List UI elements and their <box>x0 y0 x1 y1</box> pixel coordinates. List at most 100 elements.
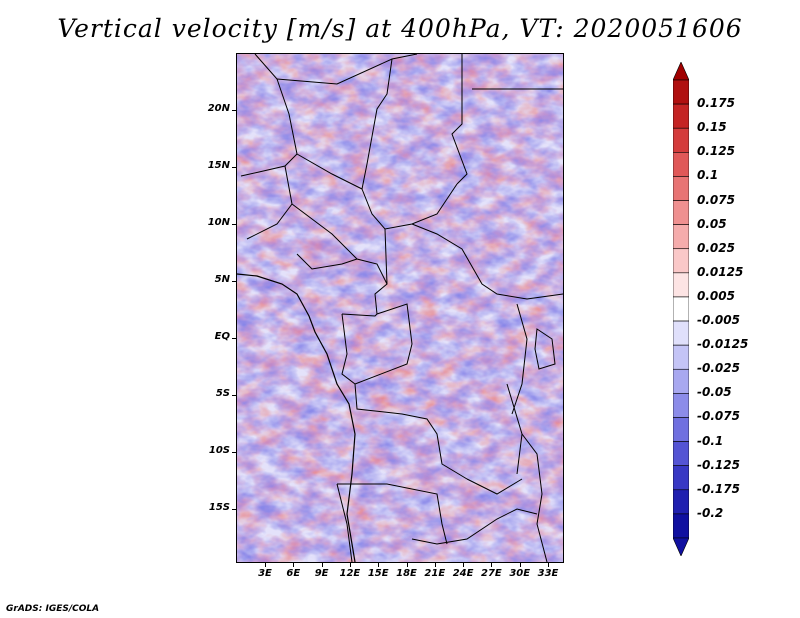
lat-tick-mark <box>232 281 237 282</box>
colorbar-label: -0.025 <box>697 361 740 376</box>
field-shading <box>237 54 563 562</box>
border-segment <box>466 478 523 495</box>
colorbar-swatch <box>673 465 689 491</box>
colorbar-label: -0.005 <box>697 313 740 328</box>
colorbar-label: 0.05 <box>697 216 727 231</box>
lat-tick-mark <box>232 167 237 168</box>
colorbar-label: -0.125 <box>697 457 740 472</box>
colorbar-swatch <box>673 127 689 153</box>
colorbar-swatch <box>673 224 689 250</box>
lon-tick-mark <box>293 562 294 567</box>
border-segment <box>276 54 418 85</box>
border-segment <box>411 508 538 545</box>
lat-tick-label: 10N <box>207 217 230 228</box>
lon-tick-label: 24E <box>452 568 474 579</box>
colorbar-swatch <box>673 393 689 418</box>
colorbar-label: -0.0125 <box>697 337 749 352</box>
colorbar-swatch <box>673 344 689 370</box>
border-segment <box>511 303 528 415</box>
colorbar-label: 0.075 <box>697 192 735 207</box>
map-panel <box>236 53 564 563</box>
colorbar-swatch <box>673 368 689 394</box>
lon-tick-mark <box>491 562 492 567</box>
lon-tick-mark <box>378 562 379 567</box>
colorbar-label: 0.025 <box>697 240 735 255</box>
lat-tick-mark <box>232 110 237 111</box>
lat-tick-label: 15N <box>207 160 230 171</box>
lon-tick-mark <box>407 562 408 567</box>
colorbar-swatch <box>673 489 689 515</box>
lat-tick-label: 5N <box>214 274 230 285</box>
border-segment <box>354 303 413 385</box>
colorbar-swatch <box>673 320 689 346</box>
colorbar-label: 0.0125 <box>697 264 744 279</box>
lat-tick-mark <box>232 224 237 225</box>
lon-tick-label: 9E <box>314 568 329 579</box>
border-segment <box>411 223 563 300</box>
lat-tick-label: 5S <box>215 388 230 399</box>
lat-tick-label: 10S <box>208 445 230 456</box>
lat-tick-mark <box>232 395 237 396</box>
lon-tick-mark <box>463 562 464 567</box>
lake-outline <box>534 328 556 370</box>
colorbar-swatch <box>673 296 689 322</box>
colorbar-swatch <box>673 248 689 274</box>
colorbar-swatch <box>673 513 689 539</box>
colorbar <box>673 62 689 556</box>
lat-tick-label: 20N <box>207 103 230 114</box>
chart-title: Vertical velocity [m/s] at 400hPa, VT: 2… <box>57 14 743 43</box>
colorbar-label: 0.175 <box>697 96 735 111</box>
border-segment <box>336 483 353 562</box>
coastline <box>237 273 356 562</box>
lon-tick-label: 15E <box>367 568 389 579</box>
lat-tick-label: EQ <box>214 331 230 342</box>
colorbar-swatch <box>673 272 689 298</box>
colorbar-label: 0.005 <box>697 288 735 303</box>
border-segment <box>361 183 458 230</box>
border-segment <box>246 165 293 240</box>
border-segment <box>337 483 448 545</box>
colorbar-top-arrow <box>673 62 689 81</box>
lon-tick-mark <box>548 562 549 567</box>
colorbar-swatch <box>673 417 689 442</box>
lon-tick-label: 21E <box>424 568 446 579</box>
border-segment <box>361 58 393 190</box>
lon-tick-mark <box>350 562 351 567</box>
border-segment <box>341 313 378 317</box>
lat-tick-label: 15S <box>208 502 230 513</box>
border-segment <box>451 54 468 185</box>
lon-tick-label: 30E <box>509 568 531 579</box>
colorbar-swatch <box>673 200 689 225</box>
colorbar-label: -0.2 <box>697 505 724 520</box>
colorbar-label: 0.1 <box>697 168 719 183</box>
colorbar-label: -0.075 <box>697 409 740 424</box>
lat-tick-mark <box>232 338 237 339</box>
lon-tick-mark <box>520 562 521 567</box>
colorbar-swatch <box>673 176 689 201</box>
lon-tick-label: 27E <box>481 568 502 579</box>
lon-tick-mark <box>322 562 323 567</box>
credit-text: GrADS: IGES/COLA <box>6 604 100 614</box>
lon-tick-mark <box>265 562 266 567</box>
lon-tick-label: 12E <box>339 568 361 579</box>
lat-tick-mark <box>232 452 237 453</box>
border-segment <box>341 313 356 385</box>
border-segment <box>296 153 363 190</box>
lon-tick-label: 6E <box>286 568 301 579</box>
lon-tick-label: 18E <box>396 568 417 579</box>
colorbar-swatch <box>673 441 689 466</box>
colorbar-bottom-arrow <box>673 537 689 556</box>
country-borders <box>240 54 563 562</box>
border-segment <box>296 253 358 270</box>
border-segment <box>374 228 388 315</box>
lon-tick-mark <box>435 562 436 567</box>
lon-tick-label: 33E <box>537 568 559 579</box>
colorbar-label: -0.175 <box>697 481 740 496</box>
colorbar-label: 0.15 <box>697 120 727 135</box>
colorbar-label: -0.05 <box>697 385 732 400</box>
colorbar-label: 0.125 <box>697 144 735 159</box>
lon-tick-label: 3E <box>258 568 272 579</box>
colorbar-swatch <box>673 152 689 177</box>
colorbar-swatch <box>673 79 689 105</box>
colorbar-swatch <box>673 103 689 129</box>
